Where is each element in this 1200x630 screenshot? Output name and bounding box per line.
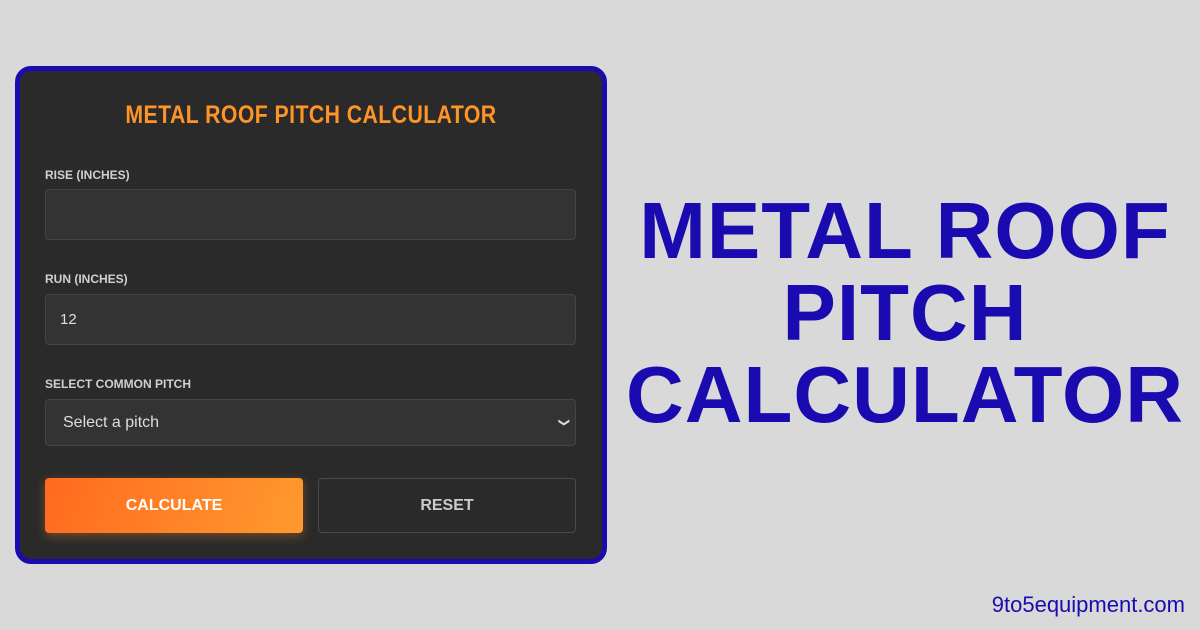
- calculate-button[interactable]: CALCULATE: [45, 478, 303, 533]
- rise-input[interactable]: [45, 189, 576, 240]
- headline-line: METAL ROOF: [639, 186, 1171, 275]
- headline-line: PITCH: [782, 268, 1028, 357]
- chevron-down-icon: ❯: [557, 417, 570, 428]
- reset-button[interactable]: RESET: [318, 478, 576, 533]
- run-input[interactable]: 12: [45, 294, 576, 345]
- calculator-card: METAL ROOF PITCH CALCULATOR RISE (INCHES…: [15, 66, 607, 564]
- pitch-select[interactable]: Select a pitch ❯: [45, 399, 576, 446]
- pitch-label: SELECT COMMON PITCH: [45, 377, 191, 391]
- pitch-select-value: Select a pitch: [63, 413, 160, 431]
- headline: METAL ROOF PITCH CALCULATOR: [620, 190, 1190, 436]
- run-label: RUN (INCHES): [45, 272, 128, 286]
- site-url: 9to5equipment.com: [991, 592, 1185, 617]
- calculator-title: METAL ROOF PITCH CALCULATOR: [125, 101, 497, 129]
- rise-label: RISE (INCHES): [45, 168, 130, 182]
- headline-line: CALCULATOR: [625, 350, 1185, 439]
